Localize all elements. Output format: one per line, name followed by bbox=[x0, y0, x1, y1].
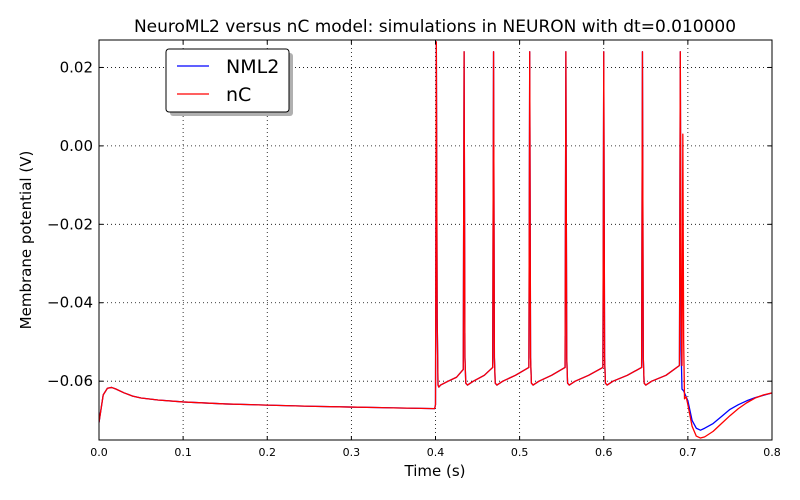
y-axis-label: Membrane potential (V) bbox=[17, 151, 35, 330]
x-tick-label: 0.1 bbox=[174, 446, 192, 459]
x-tick-label: 0.5 bbox=[511, 446, 529, 459]
x-axis-label: Time (s) bbox=[404, 462, 466, 480]
axis-ticks bbox=[98, 40, 773, 440]
x-tick-label: 0.7 bbox=[679, 446, 697, 459]
x-tick-label: 0.0 bbox=[90, 446, 108, 459]
legend-label-nc: nC bbox=[226, 84, 251, 106]
y-tick-label: 0.00 bbox=[60, 137, 93, 155]
plot-area bbox=[99, 41, 772, 439]
x-tick-label: 0.2 bbox=[259, 446, 277, 459]
x-tick-label: 0.4 bbox=[427, 446, 445, 459]
y-tick-label: −0.06 bbox=[47, 372, 93, 390]
y-tick-label: −0.02 bbox=[47, 215, 93, 233]
x-tick-label: 0.8 bbox=[763, 446, 781, 459]
x-tick-labels: 0.0 0.1 0.2 0.3 0.4 0.5 0.6 0.7 0.8 bbox=[90, 446, 781, 459]
legend-label-nml2: NML2 bbox=[226, 56, 279, 78]
series-line-nc bbox=[99, 41, 772, 439]
y-tick-label: −0.04 bbox=[47, 294, 93, 312]
y-tick-label: 0.02 bbox=[60, 58, 93, 76]
legend-box bbox=[165, 48, 290, 113]
legend: NML2 nC bbox=[165, 48, 293, 116]
x-tick-label: 0.6 bbox=[595, 446, 613, 459]
y-tick-labels: 0.02 0.00 −0.02 −0.04 −0.06 bbox=[47, 58, 93, 390]
x-tick-label: 0.3 bbox=[343, 446, 361, 459]
chart-title: NeuroML2 versus nC model: simulations in… bbox=[134, 17, 736, 37]
